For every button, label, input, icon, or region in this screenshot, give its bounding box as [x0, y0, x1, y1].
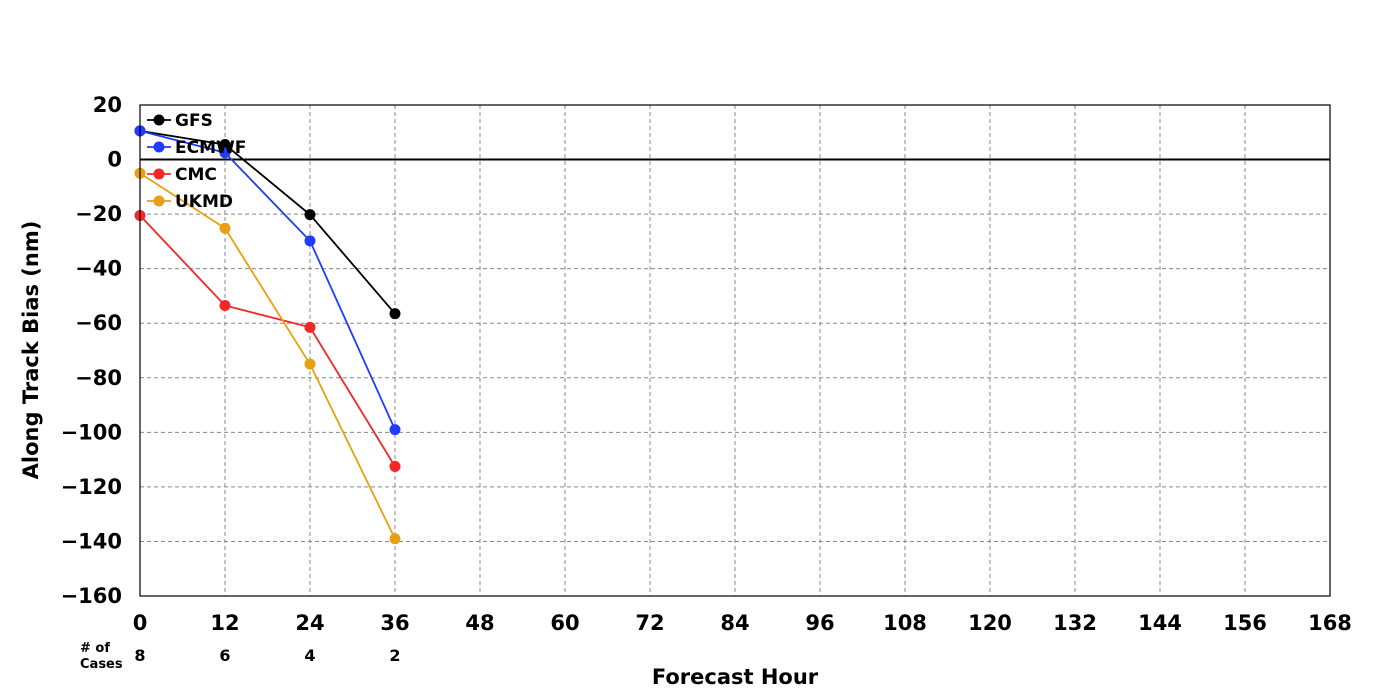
- legend-label: UKMD: [175, 192, 233, 212]
- series-line-ecmwf: [139, 130, 396, 430]
- series-cmc: [134, 209, 401, 472]
- cases-label-line1: # of: [80, 641, 110, 656]
- x-tick-label: 168: [1308, 611, 1352, 635]
- x-tick-label: 0: [133, 611, 148, 635]
- x-tick-label: 12: [210, 611, 239, 635]
- legend-item-ukmd: UKMD: [147, 192, 233, 212]
- plot-frame: [139, 104, 1331, 597]
- x-tick-label: 60: [550, 611, 579, 635]
- legend-item-ecmwf: ECMWF: [147, 138, 246, 158]
- case-count: 4: [304, 646, 315, 665]
- data-point-ecmwf: [219, 147, 231, 159]
- case-count: 8: [134, 646, 145, 665]
- data-point-ukmd: [219, 222, 231, 234]
- data-point-ecmwf: [304, 235, 316, 247]
- data-point-gfs: [389, 308, 401, 320]
- y-tick-label: −120: [61, 475, 122, 499]
- x-tick-label: 96: [805, 611, 834, 635]
- data-point-ecmwf: [389, 424, 401, 436]
- series-line-gfs: [139, 130, 396, 315]
- x-tick-label: 24: [295, 611, 324, 635]
- y-axis-title: Along Track Bias (nm): [19, 221, 43, 480]
- data-point-cmc: [389, 460, 401, 472]
- legend-swatch-marker: [153, 114, 165, 126]
- legend-label: ECMWF: [175, 138, 246, 158]
- data-point-gfs: [304, 209, 316, 221]
- x-tick-label: 108: [883, 611, 927, 635]
- series-line-ukmd: [139, 172, 396, 540]
- legend-swatch-marker: [153, 168, 165, 180]
- y-tick-label: 0: [107, 148, 122, 172]
- legend-label: CMC: [175, 165, 217, 185]
- y-tick-label: −80: [75, 366, 122, 390]
- y-tick-label: −60: [75, 311, 122, 335]
- y-tick-label: −40: [75, 257, 122, 281]
- data-point-ukmd: [304, 358, 316, 370]
- x-tick-label: 144: [1138, 611, 1182, 635]
- series-ukmd: [134, 167, 401, 545]
- data-point-cmc: [219, 299, 231, 311]
- x-tick-label: 120: [968, 611, 1012, 635]
- data-point-cmc: [304, 321, 316, 333]
- case-count: 6: [219, 646, 230, 665]
- y-tick-label: −100: [61, 420, 122, 444]
- y-tick-label: −20: [75, 202, 122, 226]
- x-tick-label: 48: [465, 611, 494, 635]
- x-tick-label: 156: [1223, 611, 1267, 635]
- data-point-ukmd: [389, 533, 401, 545]
- data-point-gfs: [219, 139, 231, 151]
- grid-lines: [140, 105, 1330, 596]
- series-lines: [134, 125, 401, 545]
- y-tick-label: −160: [61, 584, 122, 608]
- x-axis-title: Forecast Hour: [652, 665, 819, 689]
- x-tick-label: 36: [380, 611, 409, 635]
- legend-swatch-marker: [153, 141, 165, 153]
- x-tick-label: 132: [1053, 611, 1097, 635]
- case-count: 2: [389, 646, 400, 665]
- x-tick-label: 84: [720, 611, 749, 635]
- x-tick-labels: 0 12 24 36 48 60 72 84 96 108 120 132 144 156 168: [133, 611, 1352, 635]
- series-line-cmc: [139, 214, 396, 467]
- legend-swatch-marker: [153, 195, 165, 207]
- legend-label: GFS: [175, 111, 213, 131]
- cases-label-line2: Cases: [80, 657, 123, 672]
- y-tick-label: −140: [61, 529, 122, 553]
- legend: GFS ECMWF CMC UKMD: [147, 111, 246, 212]
- y-tick-labels: 20 0 −20 −40 −60 −80 −100 −120 −140 −160: [61, 93, 122, 608]
- y-tick-label: 20: [93, 93, 122, 117]
- legend-item-cmc: CMC: [147, 165, 217, 185]
- x-tick-label: 72: [635, 611, 664, 635]
- legend-item-gfs: GFS: [147, 111, 213, 131]
